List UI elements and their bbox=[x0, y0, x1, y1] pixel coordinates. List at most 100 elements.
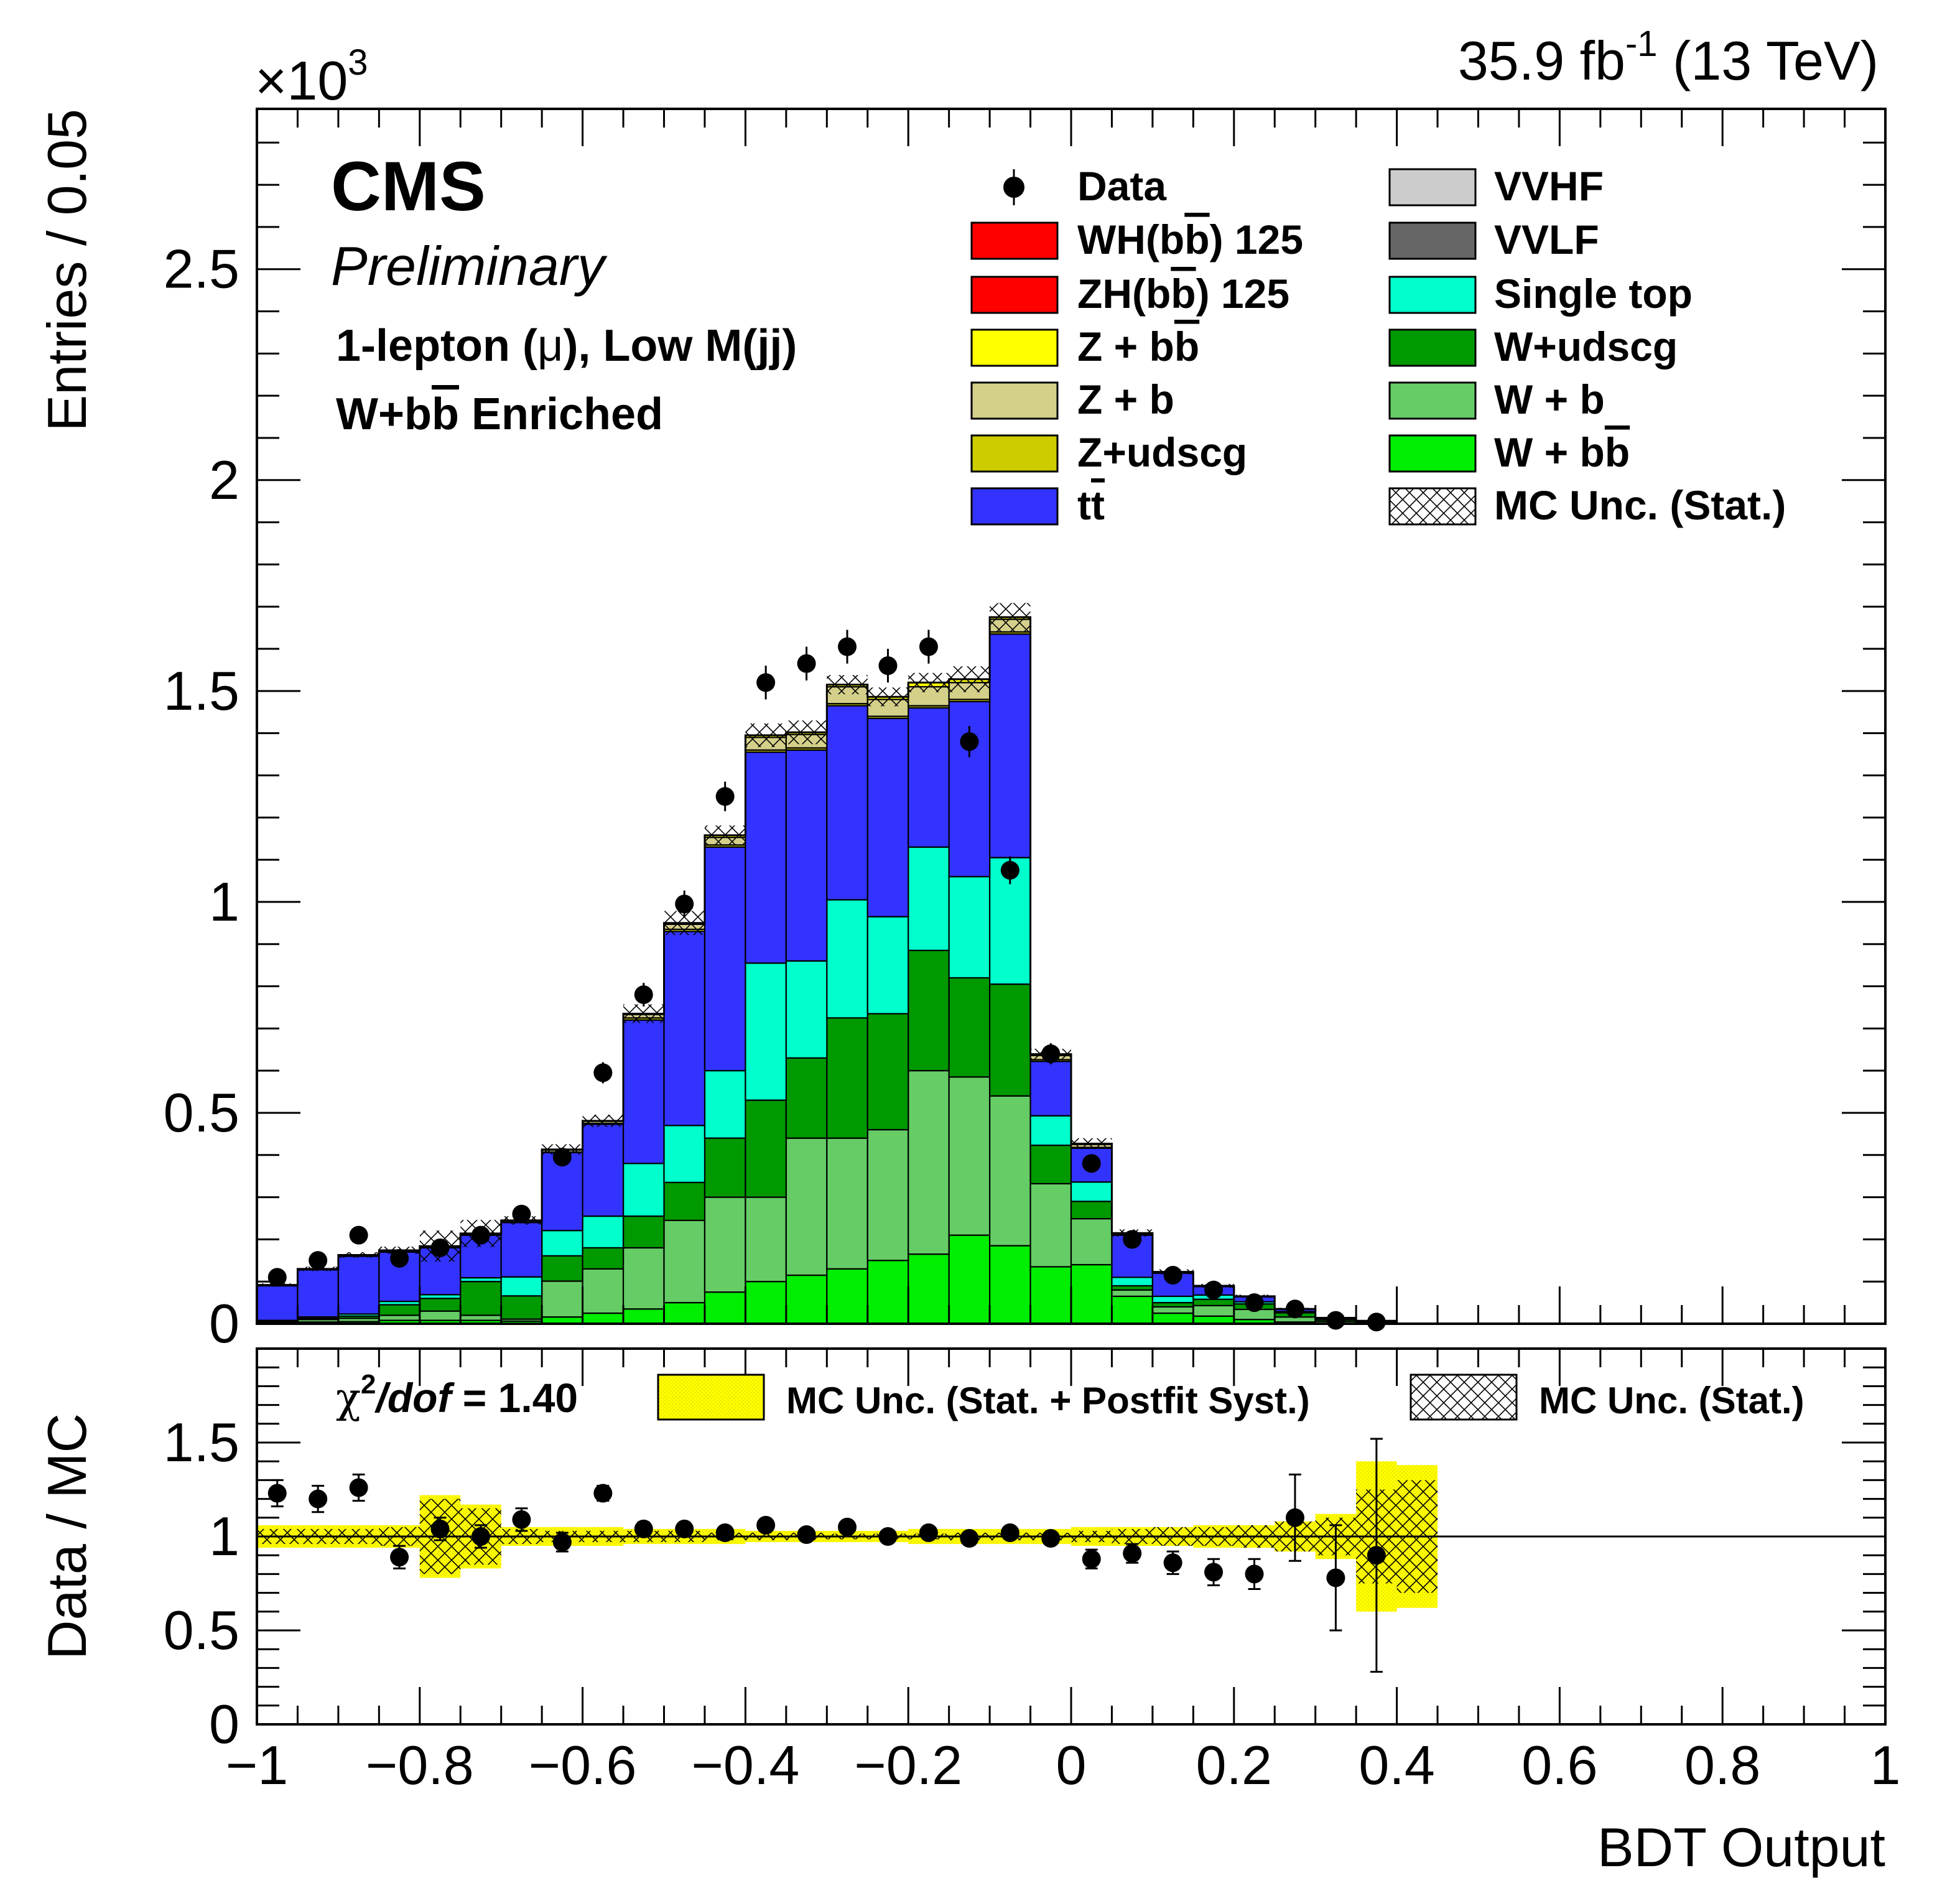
bar-single-top-8 bbox=[582, 1215, 625, 1249]
main-y-tick-label-4: 2 bbox=[209, 449, 239, 511]
main-y-tick-label-1: 0.5 bbox=[164, 1082, 239, 1143]
ratio-y-tick-label-0: 0 bbox=[209, 1693, 239, 1755]
x-tick-label-4: −0.2 bbox=[854, 1734, 962, 1796]
data-point-5 bbox=[471, 1225, 490, 1245]
ratio-point-1 bbox=[309, 1484, 328, 1513]
ratio-point-11 bbox=[715, 1523, 735, 1542]
legend-entry-wudscg: W+udscg bbox=[1388, 323, 1678, 370]
main-y-tick-label-3: 1.5 bbox=[164, 660, 239, 722]
bar-w-udscg-23 bbox=[1192, 1298, 1235, 1306]
bar-w-bb--18 bbox=[988, 1245, 1031, 1325]
bar-w-b-20 bbox=[1070, 1218, 1113, 1266]
bar-single-top-21 bbox=[1111, 1276, 1153, 1287]
bar-tt--10 bbox=[663, 931, 706, 1127]
bar-single-top-22 bbox=[1151, 1295, 1194, 1304]
ratio-point-5 bbox=[471, 1524, 490, 1549]
bar-single-top-16 bbox=[908, 846, 950, 951]
bar-tt--18 bbox=[988, 633, 1031, 858]
legend-entry-vvlf: VVLF bbox=[1388, 216, 1599, 263]
bar-tt--13 bbox=[785, 749, 828, 962]
data-point-19 bbox=[1041, 1043, 1061, 1064]
x-tick-label-0: −1 bbox=[226, 1734, 288, 1796]
bar-single-top-17 bbox=[948, 876, 991, 979]
legend-entry-wh: WH(bb) 125 bbox=[970, 216, 1303, 263]
ratio-y-tick-label-1: 0.5 bbox=[164, 1599, 239, 1661]
mc-unc-hatch-16 bbox=[908, 672, 949, 692]
data-point-16 bbox=[919, 630, 938, 664]
data-point-13 bbox=[797, 646, 816, 681]
bar-tt--9 bbox=[622, 1019, 665, 1164]
bar-w-bb--11 bbox=[704, 1291, 746, 1325]
svg-text:Single top: Single top bbox=[1494, 271, 1693, 317]
ratio-point-19 bbox=[1041, 1529, 1061, 1548]
data-point-9 bbox=[634, 983, 653, 1007]
x-tick-label-10: 1 bbox=[1870, 1734, 1901, 1796]
bar-w-b-8 bbox=[582, 1268, 625, 1314]
svg-text:Z + b: Z + b bbox=[1077, 376, 1174, 422]
bar-w-b-9 bbox=[622, 1247, 665, 1310]
mc-unc-hatch-20 bbox=[1071, 1138, 1112, 1150]
ratio-point-8 bbox=[593, 1484, 613, 1503]
bar-w-udscg-19 bbox=[1029, 1145, 1072, 1184]
bar-single-top-6 bbox=[500, 1276, 543, 1297]
data-point-1 bbox=[309, 1251, 328, 1270]
svg-text:W+udscg: W+udscg bbox=[1494, 323, 1678, 370]
bar-w-b-22 bbox=[1151, 1306, 1194, 1314]
x-tick-label-9: 0.8 bbox=[1684, 1734, 1760, 1796]
data-point-22 bbox=[1163, 1266, 1182, 1285]
data-point-25 bbox=[1285, 1299, 1304, 1319]
bar-w-bb--14 bbox=[826, 1268, 868, 1325]
bar-w-udscg-13 bbox=[785, 1057, 828, 1139]
bar-w-b-10 bbox=[663, 1219, 706, 1304]
ratio-y-axis-label: Data / MC bbox=[36, 1413, 98, 1660]
main-y-axis-label: Entries / 0.05 bbox=[36, 109, 98, 432]
ratio-legend-stat: MC Unc. (Stat.) bbox=[1410, 1373, 1804, 1421]
mc-unc-hatch-2 bbox=[338, 1252, 379, 1258]
x-tick-label-3: −0.4 bbox=[692, 1734, 800, 1796]
bar-w-udscg-7 bbox=[541, 1255, 583, 1282]
mc-unc-hatch-8 bbox=[582, 1115, 624, 1127]
data-point-8 bbox=[593, 1062, 613, 1084]
bar-tt--14 bbox=[826, 705, 868, 901]
bar-single-top-19 bbox=[1029, 1115, 1072, 1146]
legend-entry-ttbar: tt bbox=[970, 482, 1105, 528]
multiplier-label: ×103 bbox=[255, 42, 368, 111]
legend-entry-zbb: Z + bb bbox=[970, 323, 1199, 370]
bar-w-b-3 bbox=[378, 1314, 420, 1321]
legend-entry-vvhf: VVHF bbox=[1388, 163, 1604, 209]
data-point-14 bbox=[838, 630, 857, 664]
mc-unc-hatch-13 bbox=[786, 720, 827, 745]
data-point-3 bbox=[390, 1248, 409, 1268]
bar-w-udscg-14 bbox=[826, 1017, 868, 1139]
svg-text:W + b: W + b bbox=[1494, 376, 1605, 422]
x-tick-label-5: 0 bbox=[1056, 1734, 1087, 1796]
x-tick-label-7: 0.4 bbox=[1359, 1734, 1434, 1796]
svg-text:MC Unc. (Stat.): MC Unc. (Stat.) bbox=[1494, 482, 1786, 528]
bar-w-b-23 bbox=[1192, 1304, 1235, 1317]
ratio-axis-ticks bbox=[256, 1349, 1887, 1726]
bar-w-bb--17 bbox=[948, 1234, 991, 1325]
legend-entry-wb: W + b bbox=[1388, 376, 1605, 422]
bar-w-bb--20 bbox=[1070, 1263, 1113, 1325]
ratio-point-26 bbox=[1326, 1524, 1345, 1632]
bar-tt--6 bbox=[500, 1222, 543, 1278]
x-tick-label-8: 0.6 bbox=[1521, 1734, 1597, 1796]
ratio-point-9 bbox=[634, 1519, 653, 1538]
data-point-10 bbox=[675, 890, 694, 918]
mc-unc-hatch-18 bbox=[990, 603, 1031, 631]
svg-text:tt: tt bbox=[1077, 482, 1105, 528]
bar-w-bb--8 bbox=[582, 1312, 625, 1325]
bar-w-b-13 bbox=[785, 1137, 828, 1276]
ratio-point-21 bbox=[1123, 1543, 1142, 1564]
bar-w-udscg-6 bbox=[500, 1295, 543, 1320]
data-point-6 bbox=[512, 1204, 531, 1224]
mc-unc-hatch-15 bbox=[867, 687, 909, 707]
bar-w-b-12 bbox=[745, 1196, 787, 1283]
ratio-point-20 bbox=[1082, 1548, 1101, 1569]
main-y-tick-label-0: 0 bbox=[209, 1293, 239, 1354]
bar-w-udscg-17 bbox=[948, 977, 991, 1078]
x-tick-labels: −1 −0.8 −0.6 −0.4 −0.2 0 0.2 0.4 0.6 0.8 1 bbox=[226, 1734, 1901, 1796]
ratio-y-tick-label-3: 1.5 bbox=[164, 1411, 239, 1473]
bar-w-udscg-3 bbox=[378, 1304, 420, 1316]
bar-w-udscg-5 bbox=[460, 1281, 502, 1316]
